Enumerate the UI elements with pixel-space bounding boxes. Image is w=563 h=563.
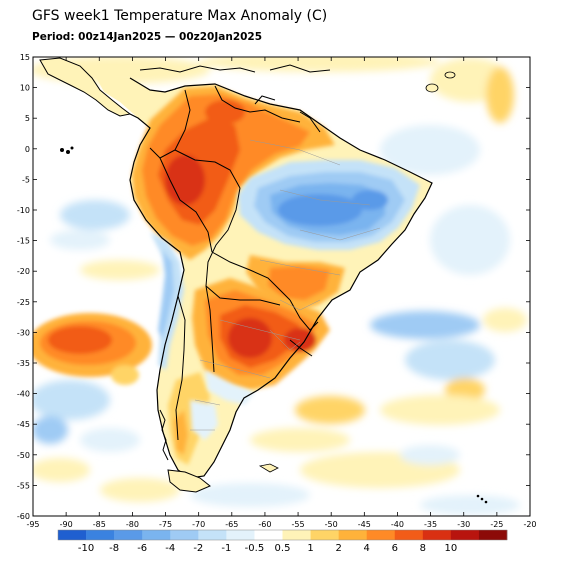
country-borders <box>149 85 321 441</box>
lat-tick-label: -60 <box>17 512 30 521</box>
colorbar-swatch <box>254 530 283 540</box>
lon-tick-label: -50 <box>325 520 338 529</box>
south-america-coastline <box>129 77 433 479</box>
lat-tick-label: 5 <box>25 114 30 123</box>
colorbar-label: -10 <box>78 543 94 554</box>
colorbar-swatch <box>478 530 508 540</box>
colorbar-label: 6 <box>392 543 398 554</box>
lon-tick-label: -90 <box>60 520 73 529</box>
lon-tick-label: -30 <box>457 520 470 529</box>
lon-tick-label: -40 <box>391 520 404 529</box>
lon-tick-label: -70 <box>192 520 205 529</box>
colorbar-label: 1 <box>307 543 313 554</box>
cool-northeast-brazil <box>238 160 420 250</box>
colorbar-label: 2 <box>335 543 341 554</box>
lon-tick-label: -60 <box>258 520 271 529</box>
lat-tick-label: -50 <box>17 451 30 460</box>
central-america-land <box>39 57 456 154</box>
lat-tick-label: -20 <box>17 267 30 276</box>
map-period: Period: 00z14Jan2025 — 00z20Jan2025 <box>32 31 263 43</box>
colorbar-swatch <box>142 530 171 540</box>
lat-tick-label: -55 <box>17 481 30 490</box>
lon-tick-label: -35 <box>424 520 437 529</box>
internal-boundaries <box>190 139 381 431</box>
lon-tick-label: -20 <box>523 520 536 529</box>
colorbar-swatch <box>310 530 339 540</box>
pacific-warm-anomaly <box>33 313 152 385</box>
lat-tick-label: 0 <box>25 145 30 154</box>
lon-tick-label: -45 <box>358 520 371 529</box>
latitude-axis: 15 10 5 0 -5 -10 -15 -20 -25 -30 -35 -40 -45 -50 -55 -6… <box>17 53 530 521</box>
colorbar-label: -6 <box>137 543 147 554</box>
colorbar-swatch <box>114 530 143 540</box>
colorbar-swatch <box>394 530 424 540</box>
map-frame <box>32 56 531 517</box>
map-area <box>33 57 530 516</box>
lat-tick-label: -35 <box>17 359 30 368</box>
colorbar-swatch <box>450 530 480 540</box>
colorbar-swatch <box>422 530 452 540</box>
colorbar-label: 10 <box>445 543 458 554</box>
lon-tick-label: -80 <box>126 520 139 529</box>
colorbar-outline <box>57 529 508 541</box>
lat-tick-label: -5 <box>22 175 30 184</box>
warm-argentina-core <box>192 278 330 390</box>
map-title: GFS week1 Temperature Max Anomaly (C) <box>32 8 328 24</box>
southern-islands <box>159 409 488 504</box>
colorbar-swatch <box>282 530 311 540</box>
colorbar-swatch <box>226 530 255 540</box>
lat-tick-label: -15 <box>17 237 30 246</box>
lon-tick-label: -85 <box>93 520 106 529</box>
colorbar-swatch <box>170 530 199 540</box>
colorbar-label: -8 <box>109 543 119 554</box>
longitude-axis: -95 -90 -85 -80 -75 -70 -65 -60 -55 -50 -45 -40 -35 -… <box>26 57 537 529</box>
lat-tick-label: 15 <box>20 53 30 62</box>
lat-tick-label: -40 <box>17 390 30 399</box>
colorbar-label: -1 <box>221 543 231 554</box>
colorbar-label: 8 <box>420 543 426 554</box>
lon-tick-label: -25 <box>490 520 503 529</box>
lat-tick-label: -25 <box>17 298 30 307</box>
colorbar-label: -4 <box>165 543 175 554</box>
lat-tick-label: -45 <box>17 420 30 429</box>
lon-tick-label: -75 <box>159 520 172 529</box>
colorbar-legend: -10 -8 -6 -4 -2 -1 -0.5 0.5 1 2 4 6 8 10 <box>57 529 508 554</box>
colorbar-label: 0.5 <box>275 543 291 554</box>
colorbar-swatch <box>86 530 115 540</box>
colorbar-swatch <box>58 530 87 540</box>
lon-tick-label: -55 <box>292 520 305 529</box>
colorbar-label: -0.5 <box>245 543 265 554</box>
lon-tick-label: -65 <box>225 520 238 529</box>
colorbar-swatch <box>198 530 227 540</box>
colorbar-swatch <box>338 530 367 540</box>
colorbar-label: 4 <box>364 543 370 554</box>
lat-tick-label: -10 <box>17 206 30 215</box>
lat-tick-label: 10 <box>20 84 30 93</box>
lat-tick-label: -30 <box>17 328 30 337</box>
colorbar-label: -2 <box>193 543 203 554</box>
ocean-anomaly-patches <box>33 57 527 515</box>
colorbar-swatch <box>366 530 396 540</box>
lon-tick-label: -95 <box>26 520 39 529</box>
